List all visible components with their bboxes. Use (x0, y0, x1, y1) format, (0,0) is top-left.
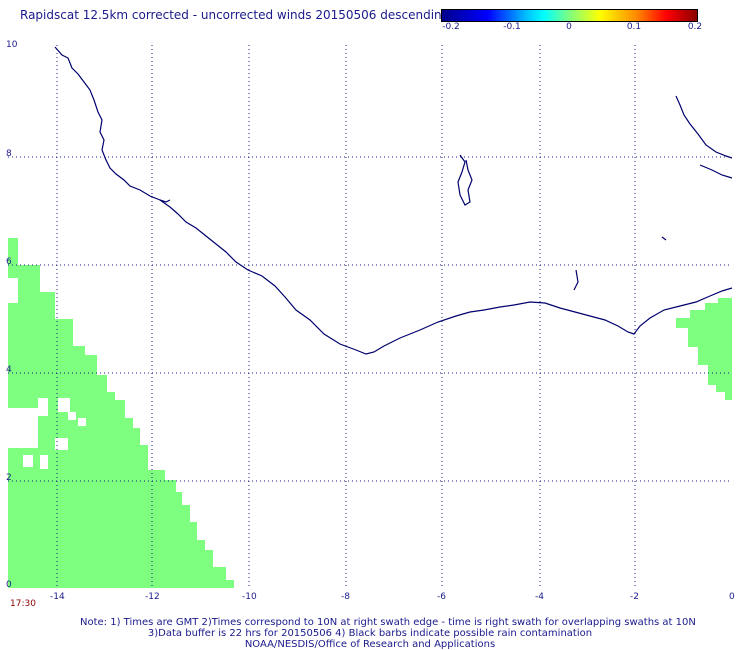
x-tick-label: -6 (437, 592, 446, 602)
x-tick-label: -10 (242, 592, 257, 602)
x-tick-label: -12 (145, 592, 160, 602)
y-tick-label: 2 (6, 473, 12, 483)
swath-time-label: 17:30 (10, 599, 36, 609)
x-tick-label: -2 (630, 592, 639, 602)
note-line-1: Note: 1) Times are GMT 2)Times correspon… (80, 617, 696, 628)
map-grid (8, 45, 732, 588)
y-tick-label: 10 (6, 40, 18, 50)
y-tick-label: 8 (6, 149, 12, 159)
note-line-3: NOAA/NESDIS/Office of Research and Appli… (244, 639, 496, 650)
colorbar-tick: 0.1 (626, 22, 642, 32)
colorbar-tick: 0.2 (687, 22, 703, 32)
wind-data-region-west (8, 238, 234, 588)
wind-data-region-east (676, 298, 732, 400)
y-tick-label: 0 (6, 580, 12, 590)
x-tick-label: -4 (535, 592, 544, 602)
x-tick-label: 0 (729, 592, 735, 602)
color-scale-bar (441, 9, 698, 22)
y-tick-label: 6 (6, 257, 12, 267)
colorbar-tick: -0.2 (442, 22, 460, 32)
colorbar-tick: 0 (566, 22, 572, 32)
note-line-2: 3)Data buffer is 22 hrs for 20150506 4) … (147, 628, 593, 639)
y-tick-label: 4 (6, 365, 12, 375)
x-tick-label: -14 (50, 592, 65, 602)
x-tick-label: -8 (341, 592, 350, 602)
coastline (54, 46, 733, 355)
colorbar-tick: -0.1 (503, 22, 521, 32)
map-title: Rapidscat 12.5km corrected - uncorrected… (20, 8, 450, 22)
